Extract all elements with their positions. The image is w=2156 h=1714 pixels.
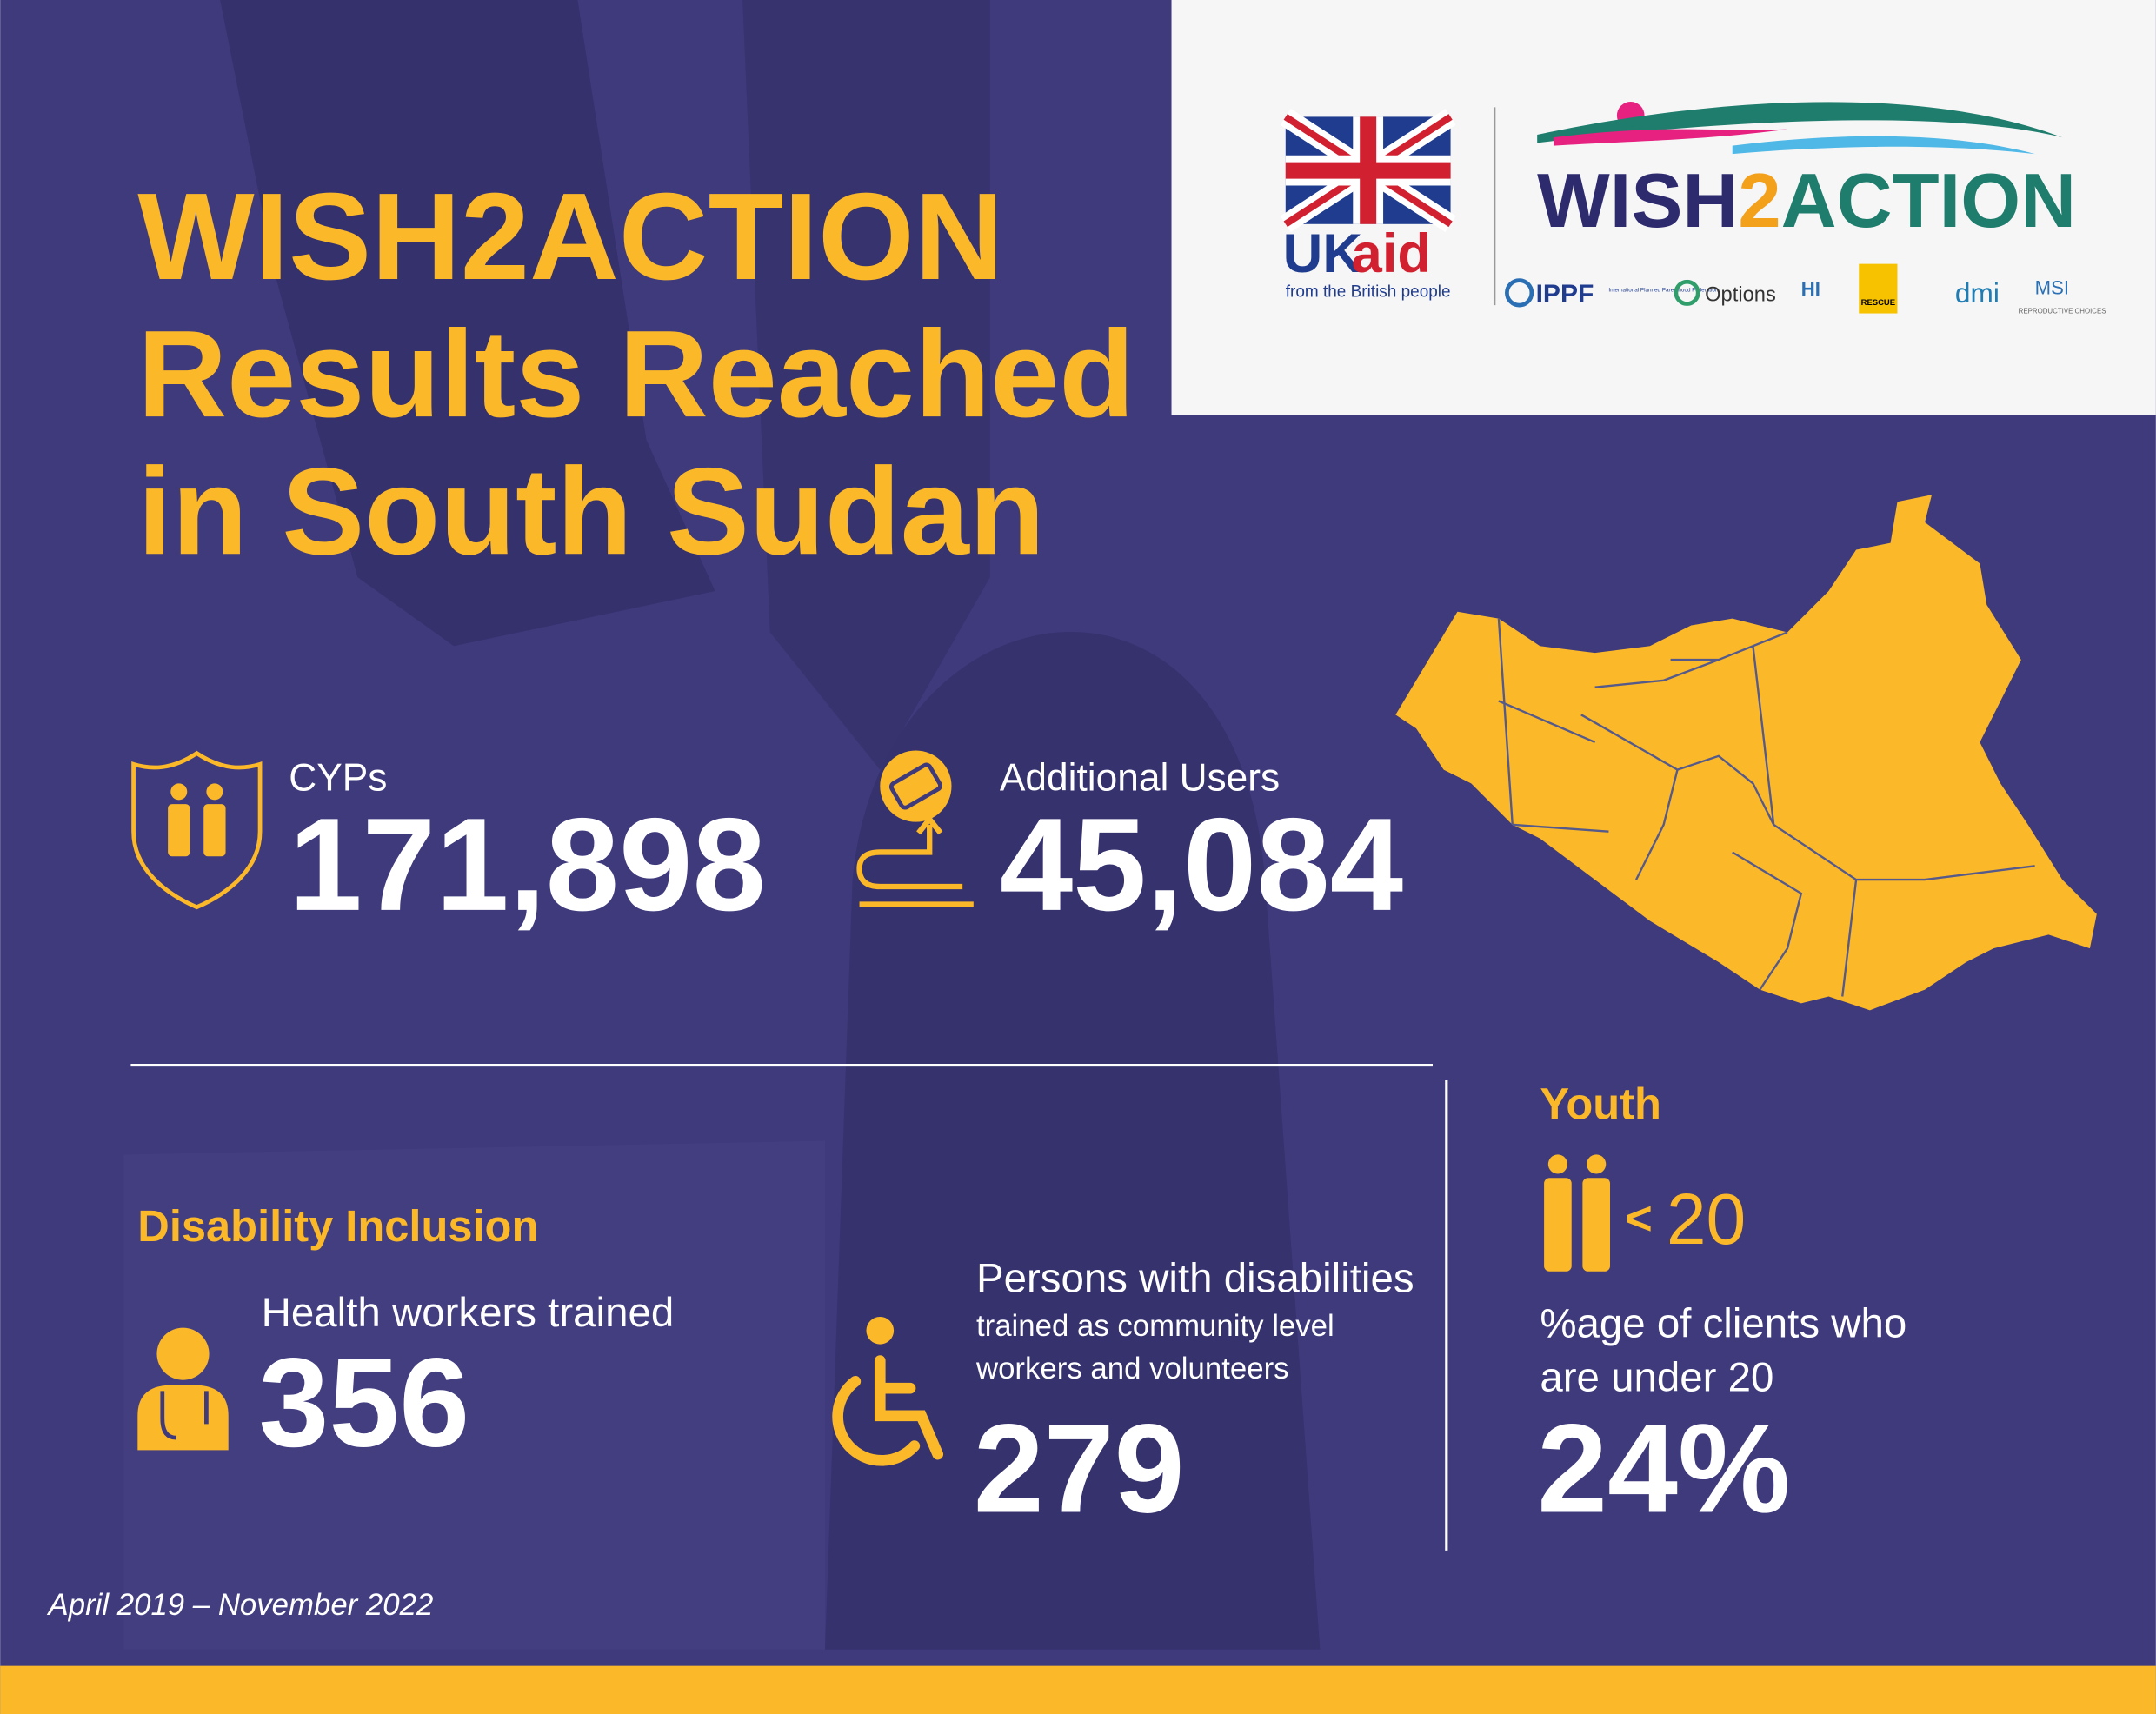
partner-name: RESCUE — [1861, 298, 1895, 308]
stat-value: 356 — [258, 1332, 469, 1473]
wish2action-swoosh — [1537, 102, 2063, 155]
partner-name: HI — [1801, 278, 1820, 300]
title-line: WISH2ACTION — [137, 168, 1003, 306]
rescue-box — [1859, 263, 1898, 314]
ippf-icon — [1505, 278, 1534, 308]
section-heading: Youth — [1540, 1079, 1661, 1128]
stat-sublabel-line: trained as community level — [976, 1310, 1334, 1343]
health-worker-icon — [137, 1327, 229, 1451]
wheelchair-icon — [832, 1316, 944, 1466]
title-line: Results Reached — [137, 305, 1135, 443]
stat-value: 279 — [974, 1398, 1185, 1539]
photo-shade — [220, 0, 715, 647]
wish2action-logo: WISH2ACTION — [1537, 157, 2076, 243]
logo-part: 2 — [1738, 157, 1780, 243]
footer-bar — [0, 1665, 2156, 1714]
partner-sub: International Planned Parenthood Federat… — [1608, 287, 1718, 293]
stat-label-line: are under 20 — [1540, 1354, 1773, 1400]
youth-icon — [1544, 1154, 1610, 1272]
south-sudan-map — [1395, 495, 2097, 1011]
period: April 2019 – November 2022 — [47, 1589, 434, 1622]
stat-value: 171,898 — [289, 792, 766, 939]
ukaid-uk: UK — [1283, 223, 1363, 284]
stat-label: Persons with disabilities — [976, 1256, 1414, 1302]
photo-shade — [123, 1140, 826, 1650]
stat-label: Additional Users — [1000, 756, 1280, 799]
logo-part: ACTION — [1781, 157, 2076, 243]
uk-flag — [1280, 109, 1456, 233]
stat-label: CYPs — [289, 756, 387, 799]
stat-value: 24% — [1537, 1398, 1790, 1539]
stat-label: Health workers trained — [262, 1290, 675, 1336]
partner-name: Options — [1705, 283, 1776, 306]
stat-value: 45,084 — [1000, 792, 1403, 939]
less-than: < — [1625, 1192, 1652, 1245]
stat-sublabel: trained as community level workers and vo… — [975, 1310, 1334, 1385]
ukaid-aid: aid — [1352, 223, 1431, 284]
section-heading: Disability Inclusion — [137, 1201, 538, 1251]
stat-sublabel-line: workers and volunteers — [975, 1352, 1289, 1385]
stat-label-line: %age of clients who — [1540, 1301, 1906, 1347]
map-borders — [1497, 618, 2035, 997]
ukaid-tagline: from the British people — [1286, 283, 1451, 302]
photo-shade — [742, 0, 990, 770]
shield-icon — [131, 750, 263, 910]
partner-sub: REPRODUCTIVE CHOICES — [2019, 308, 2106, 316]
logo-part: WISH — [1537, 157, 1738, 243]
partner-name: dmi — [1955, 277, 2000, 309]
stat-label: %age of clients who are under 20 — [1540, 1301, 1906, 1401]
partner-name: IPPF — [1536, 280, 1594, 309]
title-line: in South Sudan — [137, 442, 1045, 581]
age-threshold: 20 — [1667, 1180, 1746, 1259]
partner-name: MSI — [2035, 276, 2069, 298]
contraceptive-icon — [856, 750, 974, 907]
options-icon — [1674, 279, 1700, 306]
